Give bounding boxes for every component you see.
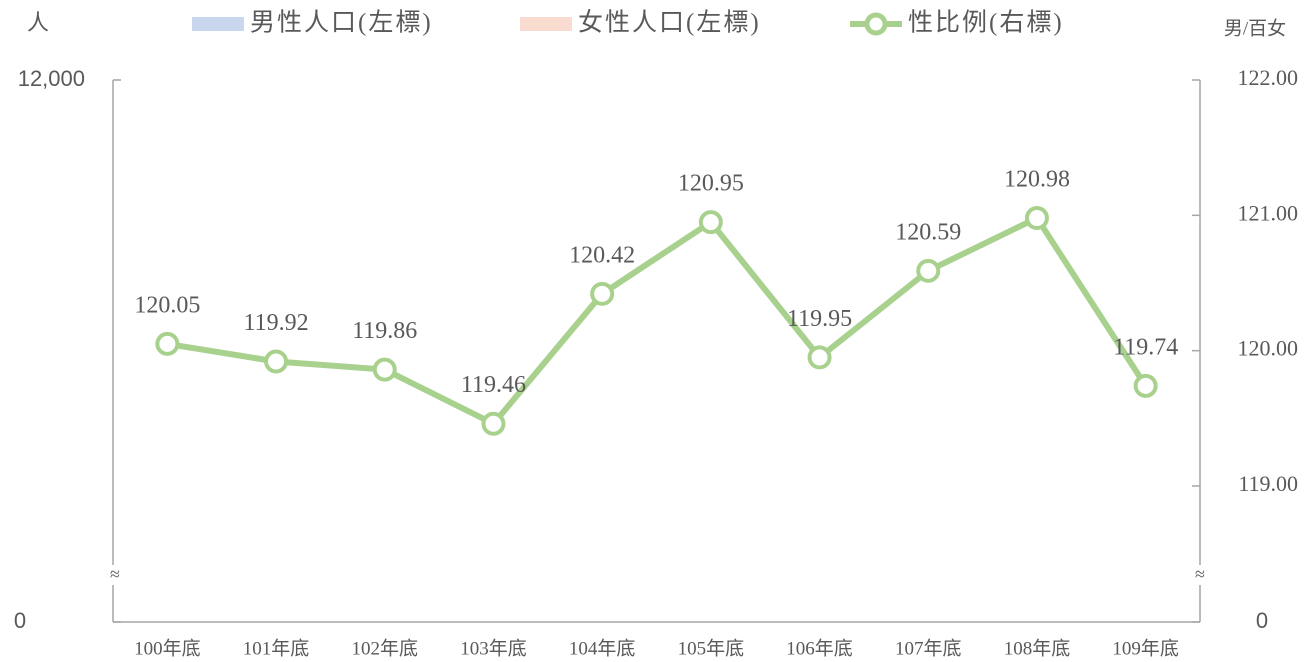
line-marker — [698, 210, 723, 235]
x-tick-label: 100年底 — [134, 637, 201, 659]
legend-label: 男性人口(左標) — [250, 9, 433, 37]
data-label: 120.42 — [569, 242, 635, 268]
data-label: 120.98 — [1004, 167, 1070, 193]
x-tick-label: 101年底 — [243, 637, 310, 659]
axis-break: ≈ — [110, 564, 120, 584]
data-label: 120.59 — [895, 219, 961, 245]
axis-break: ≈ — [1195, 564, 1205, 584]
line-marker — [807, 345, 832, 370]
y2-tick-label: 122.00 — [1238, 65, 1299, 90]
x-tick-label: 103年底 — [460, 637, 527, 659]
line-marker — [1024, 206, 1049, 231]
line-marker — [372, 357, 397, 382]
line-marker — [481, 411, 506, 436]
y2-tick-label: 120.00 — [1238, 336, 1299, 361]
line-marker — [590, 281, 615, 306]
line-marker — [1133, 373, 1158, 398]
data-label: 119.46 — [461, 372, 526, 398]
x-tick-label: 106年底 — [786, 637, 853, 659]
data-label: 120.95 — [678, 171, 744, 197]
line — [166, 215, 1149, 427]
x-tick-label: 109年底 — [1112, 637, 1179, 659]
y-tick-label: 0 — [14, 608, 26, 633]
data-label: 120.05 — [134, 292, 200, 318]
x-tick-label: 104年底 — [569, 637, 636, 659]
legend-swatch — [192, 17, 244, 31]
line-marker — [264, 349, 289, 374]
data-label: 119.74 — [1113, 334, 1178, 360]
legend-marker — [864, 12, 888, 36]
y-axis-title: 人 — [27, 10, 49, 35]
y-tick-label: 12,000 — [18, 66, 85, 91]
x-tick-label: 108年底 — [1004, 637, 1071, 659]
y2-tick-label: 121.00 — [1238, 200, 1299, 225]
legend-label: 性比例(右標) — [908, 9, 1064, 37]
legend-label: 女性人口(左標) — [578, 9, 761, 37]
x-tick-label: 105年底 — [678, 637, 745, 659]
data-label: 119.92 — [243, 310, 308, 336]
data-label: 119.95 — [787, 306, 852, 332]
data-label: 119.86 — [352, 318, 417, 344]
line-marker — [155, 331, 180, 356]
y2-tick-label: 0 — [1256, 608, 1268, 633]
axis-lines — [112, 80, 1201, 623]
line-marker — [916, 258, 941, 283]
legend-swatch — [520, 17, 572, 31]
x-tick-label: 102年底 — [351, 637, 418, 659]
x-tick-label: 107年底 — [895, 637, 962, 659]
y2-axis-title: 男/百女 — [1224, 17, 1286, 39]
y2-tick-label: 119.00 — [1238, 471, 1298, 496]
